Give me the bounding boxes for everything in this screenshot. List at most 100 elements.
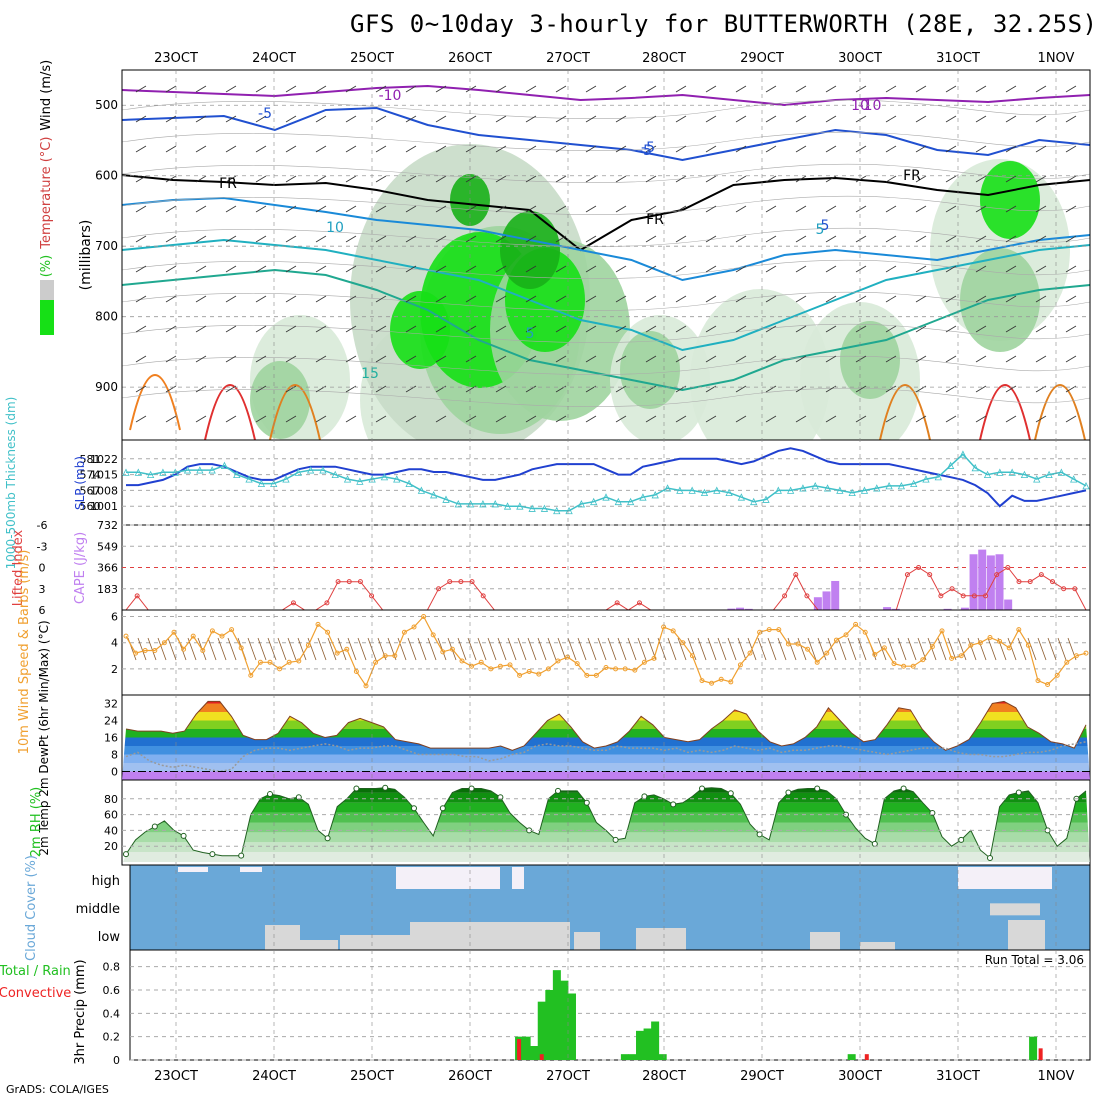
- li-marker: [904, 572, 910, 578]
- contour-label: -10: [379, 88, 402, 104]
- wind-barb: [375, 265, 387, 273]
- wind-barb: [735, 85, 747, 93]
- wind-barb: [675, 415, 687, 423]
- wind-barb: [735, 415, 747, 423]
- wind-marker: [133, 650, 139, 656]
- wind-barb: [507, 637, 517, 661]
- cloud-low-block: [636, 928, 686, 950]
- wind-barb: [225, 205, 237, 213]
- wind-barb: [217, 637, 227, 661]
- wind-barb: [345, 175, 357, 183]
- contour-label: FR: [646, 212, 664, 228]
- wind-barb: [495, 325, 507, 333]
- wind-barb: [615, 295, 627, 303]
- wind-barb: [345, 115, 357, 123]
- wind-barb: [487, 637, 497, 661]
- wind-barb: [347, 637, 357, 661]
- li-marker: [960, 593, 966, 599]
- wind-marker: [901, 663, 907, 669]
- wind-barb: [285, 115, 297, 123]
- rh-legend-swatch: [40, 300, 54, 335]
- isotherm-line: [121, 84, 1091, 107]
- cape-tick: 366: [97, 562, 118, 575]
- wind-barb: [165, 295, 177, 303]
- wind-barb: [195, 85, 207, 93]
- wind-barb: [825, 145, 837, 153]
- wind-barb: [555, 175, 567, 183]
- thickness-marker: [1008, 468, 1016, 476]
- thickness-marker: [663, 484, 672, 492]
- rh-marker: [382, 784, 389, 791]
- precip-bar: [1029, 1036, 1038, 1060]
- precip-bar: [651, 1021, 660, 1060]
- li-tick: -3: [37, 540, 48, 553]
- wind-barb: [495, 265, 507, 273]
- li-marker: [335, 579, 341, 585]
- wind-barb: [645, 355, 657, 363]
- wind-barb: [547, 637, 557, 661]
- wind-marker: [565, 654, 571, 660]
- wind-barb: [435, 265, 447, 273]
- precip-bar: [620, 1054, 629, 1060]
- wind-barb: [765, 85, 777, 93]
- wind-barb: [285, 415, 297, 423]
- wind-barb: [795, 355, 807, 363]
- wind-marker: [593, 672, 599, 678]
- wind-barb: [465, 145, 477, 153]
- wind-barb: [435, 175, 447, 183]
- rh-marker: [612, 836, 619, 843]
- thickness-marker: [466, 500, 475, 508]
- wind-marker: [449, 646, 455, 652]
- wind-barb: [615, 415, 627, 423]
- wind-barb: [735, 145, 747, 153]
- thickness-marker: [750, 497, 758, 506]
- wind-marker: [997, 638, 1003, 644]
- thickness-marker: [257, 479, 266, 488]
- precip-panel-bg: [129, 949, 1091, 1061]
- wind-barb: [705, 145, 717, 153]
- pressure-tick: 500: [95, 98, 118, 112]
- wind-barb: [767, 637, 777, 661]
- wind-barb: [585, 115, 597, 123]
- thickness-marker: [651, 491, 659, 499]
- li-tick: 3: [39, 583, 46, 596]
- wind-barb: [465, 205, 477, 213]
- wind-barb: [435, 415, 447, 423]
- rh-contour: [121, 195, 1091, 215]
- wind-barb: [135, 265, 147, 273]
- thickness-tick: 574: [80, 469, 101, 482]
- wind-barb: [435, 85, 447, 93]
- wind-marker: [478, 659, 484, 665]
- wind-marker: [949, 655, 955, 661]
- wind-barb: [945, 235, 957, 243]
- wind-barb: [165, 115, 177, 123]
- wind-barb: [705, 235, 717, 243]
- wind-barb: [885, 175, 897, 183]
- thickness-line: [126, 453, 1087, 512]
- wind-barb: [585, 235, 597, 243]
- cloud-level-label: low: [98, 930, 121, 945]
- cape-bar: [736, 607, 745, 610]
- cape-bar: [891, 608, 900, 610]
- wind-barb: [495, 205, 507, 213]
- run-total-label: Run Total = 3.06: [985, 953, 1084, 967]
- wind-marker: [747, 650, 753, 656]
- wind-barb: [885, 295, 897, 303]
- wind-marker: [632, 667, 638, 673]
- temp-band: [122, 771, 1090, 780]
- rh-contour: [121, 291, 1091, 311]
- wind-barb: [517, 637, 527, 661]
- wind-barb: [675, 325, 687, 333]
- wind-barb: [855, 295, 867, 303]
- wind-marker: [382, 653, 388, 659]
- cape-bar: [744, 608, 753, 610]
- cloud-high-block: [240, 867, 262, 872]
- wind-barb: [765, 295, 777, 303]
- wind-marker: [939, 628, 945, 634]
- wind-marker: [526, 668, 532, 674]
- li-marker: [324, 600, 330, 606]
- thickness-tick: 567: [80, 484, 101, 497]
- temp-tick: 32: [104, 698, 118, 711]
- cloud-low-block: [410, 922, 570, 950]
- wind-barb: [375, 145, 387, 153]
